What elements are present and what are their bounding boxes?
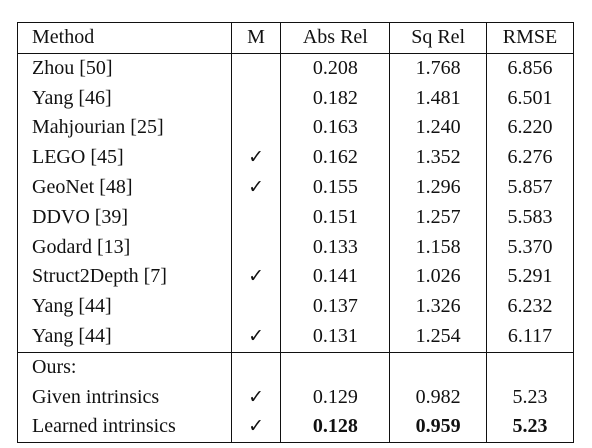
rmse-cell: 5.370: [486, 232, 574, 263]
abs-rel-cell: 0.137: [280, 292, 390, 322]
method-cell: Struct2Depth [7]: [32, 265, 167, 288]
rmse-cell: 6.856: [486, 53, 574, 84]
sq-rel-cell: 1.481: [389, 83, 487, 114]
abs-rel-cell: 0.131: [280, 321, 390, 353]
header-m: M: [230, 22, 281, 54]
table-row: Zhou [50] 0.208 1.768 6.856: [18, 53, 574, 84]
table-row: GeoNet [48] ✓ 0.155 1.296 5.857: [18, 172, 574, 203]
sq-rel-cell: 1.768: [389, 53, 487, 84]
method-cell: Given intrinsics: [32, 385, 160, 408]
m-cell: ✓: [230, 262, 281, 293]
m-cell: ✓: [230, 412, 281, 443]
method-cell: Learned intrinsics: [32, 415, 176, 438]
method-cell: GeoNet [48]: [32, 175, 133, 198]
rmse-cell: 6.501: [486, 83, 574, 114]
abs-rel-cell: 0.208: [280, 53, 390, 84]
ours-label-rmse-cell: [486, 351, 574, 383]
table-row: Godard [13] 0.133 1.158 5.370: [18, 232, 574, 263]
sq-rel-cell: 1.257: [389, 202, 487, 233]
method-cell: Mahjourian [25]: [32, 116, 164, 139]
abs-rel-cell: 0.155: [280, 172, 390, 203]
table-row: DDVO [39] 0.151 1.257 5.583: [18, 202, 574, 233]
table-row: Struct2Depth [7] ✓ 0.141 1.026 5.291: [18, 262, 574, 293]
ours-label-sq-cell: [389, 351, 487, 383]
table-row: Mahjourian [25] 0.163 1.240 6.220: [18, 113, 574, 144]
table-row: Given intrinsics ✓ 0.129 0.982 5.23: [18, 382, 574, 413]
header-sq-rel: Sq Rel: [389, 22, 487, 54]
m-cell: [230, 232, 281, 263]
ours-rows: Ours: Given intrinsics ✓ 0.129 0.982 5.23 Lea…: [17, 351, 574, 443]
method-cell: Yang [44]: [32, 295, 112, 318]
method-cell: Godard [13]: [32, 235, 131, 258]
ours-label-row: Ours:: [17, 351, 574, 383]
abs-rel-cell: 0.128: [280, 412, 390, 443]
table-header-row: Method M Abs Rel Sq Rel RMSE: [17, 22, 574, 54]
m-cell: ✓: [230, 172, 281, 203]
table-row: Learned intrinsics ✓ 0.128 0.959 5.23: [18, 412, 574, 443]
sq-rel-cell: 0.959: [389, 412, 487, 443]
m-cell: ✓: [230, 321, 281, 353]
abs-rel-cell: 0.182: [280, 83, 390, 114]
sq-rel-cell: 1.026: [389, 262, 487, 293]
rmse-cell: 5.857: [486, 172, 574, 203]
method-cell: Zhou [50]: [32, 56, 113, 79]
rmse-cell: 6.276: [486, 143, 574, 173]
sq-rel-cell: 1.326: [389, 292, 487, 322]
rmse-cell: 5.583: [486, 202, 574, 233]
rmse-cell: 6.117: [486, 321, 574, 353]
m-cell: [230, 53, 281, 84]
rmse-cell: 6.232: [486, 292, 574, 322]
abs-rel-cell: 0.162: [280, 143, 390, 173]
rmse-cell: 6.220: [486, 113, 574, 144]
method-cell: DDVO [39]: [32, 205, 129, 228]
table-row: Yang [44] 0.137 1.326 6.232: [18, 292, 574, 322]
m-cell: ✓: [230, 382, 281, 413]
ours-label: Ours:: [17, 351, 232, 383]
m-cell: [230, 83, 281, 114]
header-method: Method: [17, 22, 232, 54]
rmse-cell: 5.291: [486, 262, 574, 293]
baseline-rows: Zhou [50] 0.208 1.768 6.856 Yang [46] 0.182 1.…: [18, 53, 574, 353]
m-cell: [230, 113, 281, 144]
m-cell: [230, 292, 281, 322]
results-table: Method M Abs Rel Sq Rel RMSE Zhou [50] 0.…: [17, 22, 574, 444]
ours-label-abs-cell: [280, 351, 390, 383]
sq-rel-cell: 1.254: [389, 321, 487, 353]
m-cell: ✓: [230, 143, 281, 173]
abs-rel-cell: 0.151: [280, 202, 390, 233]
method-cell: Yang [46]: [32, 86, 112, 109]
abs-rel-cell: 0.163: [280, 113, 390, 144]
rmse-cell: 5.23: [486, 382, 574, 413]
abs-rel-cell: 0.141: [280, 262, 390, 293]
sq-rel-cell: 1.352: [389, 143, 487, 173]
method-cell: Yang [44]: [32, 324, 112, 347]
sq-rel-cell: 0.982: [389, 382, 487, 413]
abs-rel-cell: 0.133: [280, 232, 390, 263]
table-row: Yang [44] ✓ 0.131 1.254 6.117: [18, 321, 574, 353]
sq-rel-cell: 1.240: [389, 113, 487, 144]
method-cell: LEGO [45]: [32, 146, 124, 169]
sq-rel-cell: 1.296: [389, 172, 487, 203]
header-rmse: RMSE: [486, 22, 574, 54]
ours-label-m-cell: [230, 351, 281, 383]
m-cell: [230, 202, 281, 233]
header-abs-rel: Abs Rel: [280, 22, 390, 54]
rmse-cell: 5.23: [486, 412, 574, 443]
abs-rel-cell: 0.129: [280, 382, 390, 413]
results-table-container: Method M Abs Rel Sq Rel RMSE Zhou [50] 0.…: [17, 22, 574, 444]
sq-rel-cell: 1.158: [389, 232, 487, 263]
table-row: LEGO [45] ✓ 0.162 1.352 6.276: [18, 143, 574, 173]
table-row: Yang [46] 0.182 1.481 6.501: [18, 83, 574, 114]
